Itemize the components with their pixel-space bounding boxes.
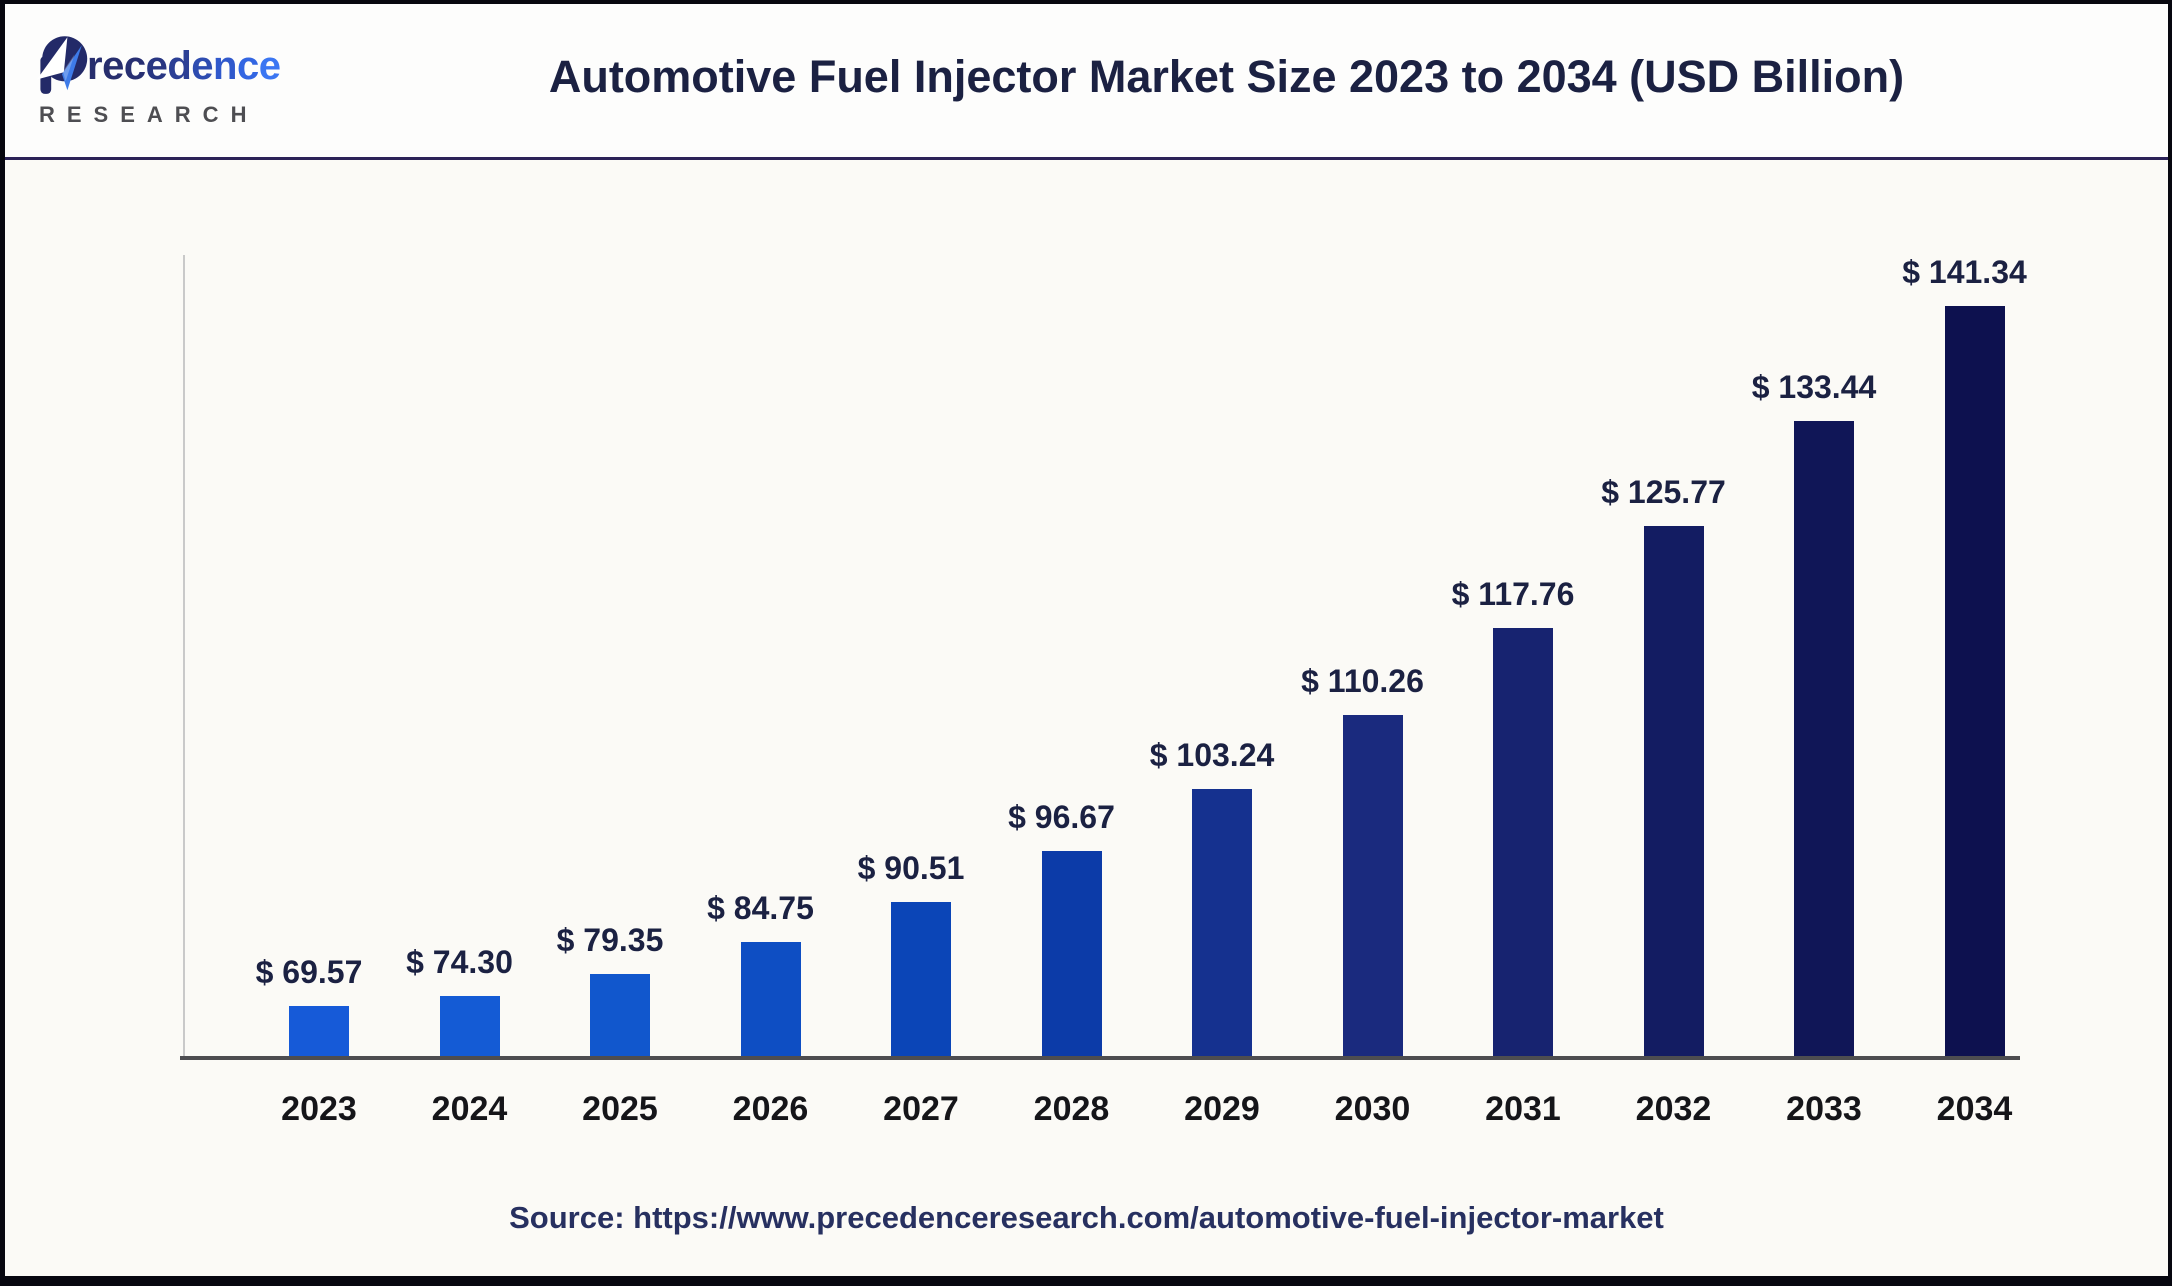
brand-letter: e xyxy=(102,43,124,88)
bar-value-label-2032: $ 125.77 xyxy=(1601,474,1726,510)
page-title: Automotive Fuel Injector Market Size 202… xyxy=(548,50,1905,102)
x-axis-label-2028: 2028 xyxy=(1033,1090,1110,1128)
source-line: Source: https://www.precedenceresearch.c… xyxy=(5,1200,2168,1236)
bar-2028 xyxy=(1041,851,1102,1056)
paper-plane-logo-icon xyxy=(36,36,88,94)
bar-value-label-2030: $ 110.26 xyxy=(1301,663,1424,699)
x-axis-label-2027: 2027 xyxy=(883,1090,959,1128)
brand-letter: e xyxy=(191,43,214,88)
x-axis-label-2024: 2024 xyxy=(431,1090,508,1128)
brand-subtitle: RESEARCH xyxy=(39,102,259,127)
bar-2023 xyxy=(289,1006,349,1056)
bar-2025 xyxy=(590,974,650,1056)
brand-letter: n xyxy=(213,43,237,88)
source-url[interactable]: https://www.precedenceresearch.com/autom… xyxy=(633,1200,1664,1235)
bar-value-label-2029: $ 103.24 xyxy=(1149,737,1275,773)
bar-2030 xyxy=(1342,715,1403,1056)
x-axis-label-2026: 2026 xyxy=(732,1090,809,1128)
x-axis-label-2023: 2023 xyxy=(281,1090,357,1128)
bar-value-label-2033: $ 133.44 xyxy=(1751,369,1877,405)
brand-letter: e xyxy=(258,43,281,88)
x-axis-label-2025: 2025 xyxy=(582,1090,658,1128)
x-axis-label-2029: 2029 xyxy=(1184,1090,1260,1128)
header: recedence RESEARCH Automotive Fuel Injec… xyxy=(5,4,2168,157)
bar-2026 xyxy=(740,942,801,1056)
y-axis-line xyxy=(183,255,185,1060)
x-axis-label-2033: 2033 xyxy=(1786,1090,1862,1128)
bar-value-label-2031: $ 117.76 xyxy=(1451,576,1575,612)
bar-2024 xyxy=(439,996,500,1056)
bar-value-label-2027: $ 90.51 xyxy=(857,850,965,886)
bar-chart: $ 69.57 $ 74.30 $ 79.35 $ 84.75 $ 90.51 $ 96.… xyxy=(5,160,2168,1276)
bar-value-label-2024: $ 74.30 xyxy=(406,944,513,980)
infographic-body: recedence RESEARCH Automotive Fuel Injec… xyxy=(5,4,2168,1276)
bar-2031 xyxy=(1493,628,1553,1056)
bar-value-label-2028: $ 96.67 xyxy=(1008,799,1115,835)
bar-2027 xyxy=(891,902,951,1056)
bar-value-label-2025: $ 79.35 xyxy=(556,922,664,958)
bar-2033 xyxy=(1794,421,1854,1056)
brand-letter: e xyxy=(145,43,168,88)
bar-2034 xyxy=(1944,306,2005,1056)
brand-letter: c xyxy=(123,43,146,88)
brand-wordmark: recedence xyxy=(35,33,285,99)
brand-letter: d xyxy=(167,43,192,88)
brand-name: recedence xyxy=(87,43,281,89)
x-axis-baseline xyxy=(180,1056,2020,1060)
brand-letter: r xyxy=(87,43,103,88)
x-axis-label-2030: 2030 xyxy=(1334,1090,1411,1128)
x-axis-label-2034: 2034 xyxy=(1936,1090,2013,1128)
bar-value-label-2026: $ 84.75 xyxy=(707,890,814,926)
brand-logo: recedence RESEARCH xyxy=(35,33,285,128)
x-axis-label-2032: 2032 xyxy=(1635,1090,1712,1128)
source-label: Source: xyxy=(509,1200,625,1235)
x-axis-label-2031: 2031 xyxy=(1485,1090,1561,1128)
bar-value-label-2023: $ 69.57 xyxy=(255,954,363,990)
brand-letter: c xyxy=(236,43,259,88)
header-divider xyxy=(5,157,2168,160)
bar-2032 xyxy=(1643,526,1704,1056)
bar-value-label-2034: $ 141.34 xyxy=(1902,254,2027,290)
bar-2029 xyxy=(1192,789,1252,1056)
